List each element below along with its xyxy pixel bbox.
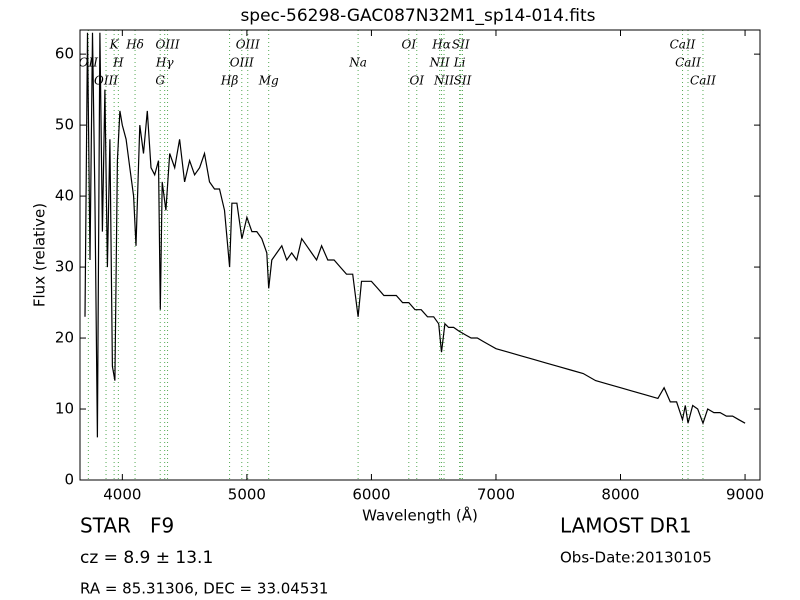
x-tick-label: 7000 <box>477 486 515 504</box>
y-axis-label: Flux (relative) <box>31 203 49 307</box>
spectral-line-label: OI <box>402 38 417 52</box>
spectral-line-label: OIII <box>94 74 118 88</box>
spectral-line-label: Hγ <box>155 56 174 70</box>
x-tick-label: 8000 <box>601 486 639 504</box>
spectral-line-label: Hβ <box>220 74 238 88</box>
x-tick-label: 5000 <box>228 486 266 504</box>
spectral-line-label: K <box>109 38 120 52</box>
y-tick-label: 20 <box>55 329 74 347</box>
annotation: cz = 8.9 ± 13.1 <box>80 548 213 568</box>
spectral-line-label: OIII <box>156 38 180 52</box>
x-axis-label: Wavelength (Å) <box>362 506 478 525</box>
x-tick-label: 9000 <box>726 486 764 504</box>
annotation: RA = 85.31306, DEC = 33.04531 <box>80 580 328 598</box>
spectral-line-label: Na <box>348 56 367 70</box>
chart-title: spec-56298-GAC087N32M1_sp14-014.fits <box>240 6 595 26</box>
spectral-line-label: Mg <box>258 74 279 88</box>
x-tick-label: 6000 <box>352 486 390 504</box>
plot-frame <box>79 29 761 481</box>
spectral-line-label: CaII <box>690 74 716 88</box>
spectral-line-label: NII <box>429 56 450 70</box>
spectral-line-label: CaII <box>675 56 701 70</box>
spectral-line-label: Li <box>453 56 466 70</box>
spectral-line-label: OII <box>79 56 99 70</box>
spectral-line-label: CaII <box>670 38 696 52</box>
spectral-line-label: G <box>155 74 165 88</box>
spectral-line-label: OIII <box>230 56 254 70</box>
annotation: Obs-Date:20130105 <box>560 549 712 567</box>
spectral-line-label: Hα <box>431 38 451 52</box>
spectral-line-label: OI <box>409 74 424 88</box>
spectral-line-label: NII <box>433 74 454 88</box>
y-tick-label: 40 <box>55 187 74 205</box>
spectral-line-label: OIII <box>236 38 260 52</box>
y-tick-label: 0 <box>64 471 74 489</box>
x-tick-label: 4000 <box>103 486 141 504</box>
y-tick-label: 10 <box>55 400 74 418</box>
annotation: STAR F9 <box>80 514 174 538</box>
spectral-line-label: Hδ <box>125 38 144 52</box>
spectral-line-label: SII <box>452 38 470 52</box>
spectral-line-label: H <box>112 56 124 70</box>
y-tick-label: 50 <box>55 116 74 134</box>
spectrum-line <box>84 32 746 438</box>
annotation: LAMOST DR1 <box>560 514 692 538</box>
y-tick-label: 30 <box>55 258 74 276</box>
y-tick-label: 60 <box>55 45 74 63</box>
spectral-line-label: SII <box>454 74 472 88</box>
